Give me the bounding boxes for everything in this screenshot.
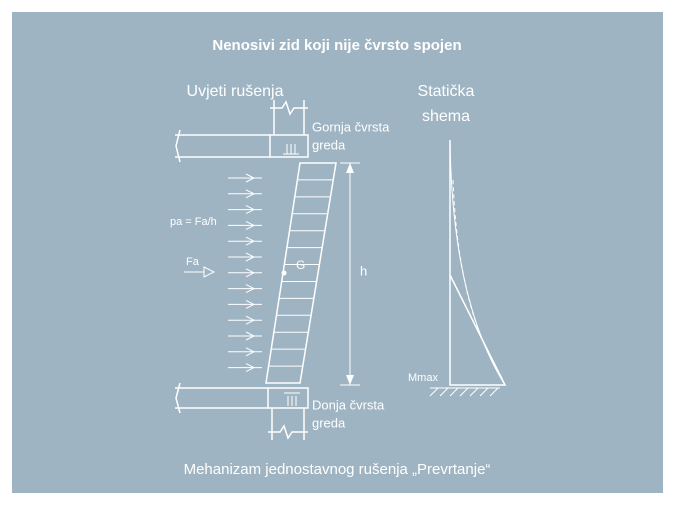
left-heading: Uvjeti rušenja [187, 83, 284, 100]
distributed-load [228, 173, 262, 373]
load-arrow [228, 173, 262, 183]
load-arrow [228, 284, 262, 294]
load-label: pa = Fa/h [170, 216, 217, 228]
caption: Mehanizam jednostavnog rušenja „Prevrtan… [184, 461, 491, 478]
wall-outline [265, 162, 337, 384]
load-arrow [228, 268, 262, 278]
load-arrow [228, 331, 262, 341]
title: Nenosivi zid koji nije čvrsto spojen [212, 37, 461, 54]
wall [265, 162, 337, 384]
moment-label: Mmax [408, 372, 438, 384]
top-beam-label: Gornja čvrsta [312, 119, 390, 134]
right-heading: shema [422, 108, 470, 125]
right-heading: Statička [418, 83, 475, 100]
panel [12, 12, 663, 493]
load-arrow [228, 315, 262, 325]
load-arrow [228, 299, 262, 309]
top-beam-label: greda [312, 137, 346, 152]
gravity-label: G [296, 258, 305, 272]
load-arrow [228, 236, 262, 246]
load-arrow [228, 205, 262, 215]
load-arrow [228, 347, 262, 357]
load-arrow [228, 363, 262, 373]
force-label: Fa [186, 256, 200, 268]
load-arrow [228, 189, 262, 199]
centre-of-gravity [281, 270, 287, 276]
height-label: h [360, 263, 367, 278]
load-arrow [228, 252, 262, 262]
load-arrow [228, 220, 262, 230]
bottom-beam-label: Donja čvrsta [312, 397, 385, 412]
bottom-beam-label: greda [312, 415, 346, 430]
structure [175, 100, 507, 440]
